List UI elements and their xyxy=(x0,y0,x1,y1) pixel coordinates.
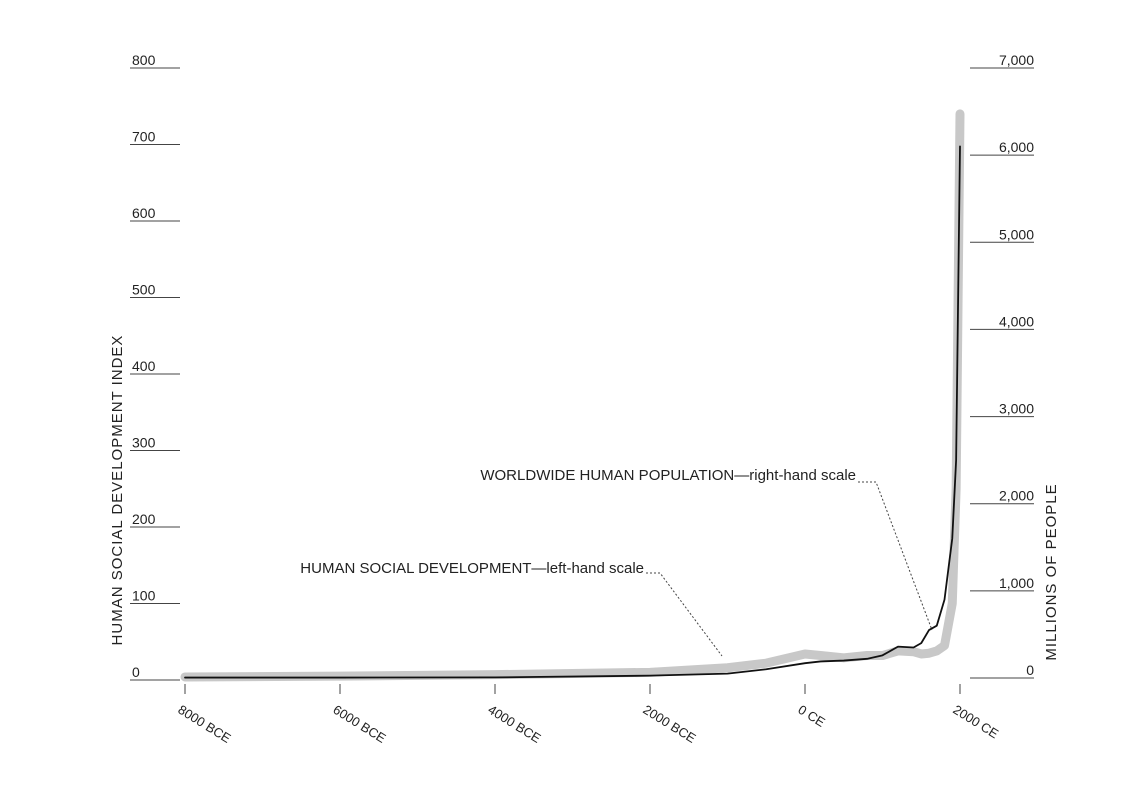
series-label: WORLDWIDE HUMAN POPULATION—right-hand sc… xyxy=(480,467,856,484)
y2-tick-label: 6,000 xyxy=(999,139,1034,155)
leader-line xyxy=(646,572,723,657)
leader-line xyxy=(858,481,933,631)
y2-tick-label: 5,000 xyxy=(999,226,1034,242)
x-tick-label: 2000 BCE xyxy=(640,702,698,746)
y-tick-label: 200 xyxy=(132,511,156,527)
y2-tick-label: 2,000 xyxy=(999,488,1034,504)
series-line xyxy=(180,109,965,682)
series-line xyxy=(184,145,961,679)
x-tick-label: 8000 BCE xyxy=(175,702,233,746)
y-tick-label: 500 xyxy=(132,282,156,298)
y-tick-label: 600 xyxy=(132,205,156,221)
y2-axis-title: MILLIONS OF PEOPLE xyxy=(1043,483,1060,660)
y2-tick-label: 0 xyxy=(1026,662,1034,678)
y2-tick-label: 4,000 xyxy=(999,313,1034,329)
y-tick-label: 300 xyxy=(132,435,156,451)
y-tick-label: 700 xyxy=(132,129,156,145)
x-tick-label: 0 CE xyxy=(795,702,828,730)
y-tick-label: 100 xyxy=(132,588,156,604)
y2-tick-label: 7,000 xyxy=(999,52,1034,68)
x-tick-label: 6000 BCE xyxy=(330,702,388,746)
x-tick-label: 4000 BCE xyxy=(485,702,543,746)
y-tick-label: 400 xyxy=(132,358,156,374)
y2-tick-label: 3,000 xyxy=(999,401,1034,417)
y2-tick-label: 1,000 xyxy=(999,575,1034,591)
y-tick-label: 0 xyxy=(132,664,140,680)
series-label: HUMAN SOCIAL DEVELOPMENT—left-hand scale xyxy=(300,560,644,577)
x-tick-label: 2000 CE xyxy=(950,702,1001,742)
y-axis-title: HUMAN SOCIAL DEVELOPMENT INDEX xyxy=(109,335,126,646)
y-tick-label: 800 xyxy=(132,52,156,68)
